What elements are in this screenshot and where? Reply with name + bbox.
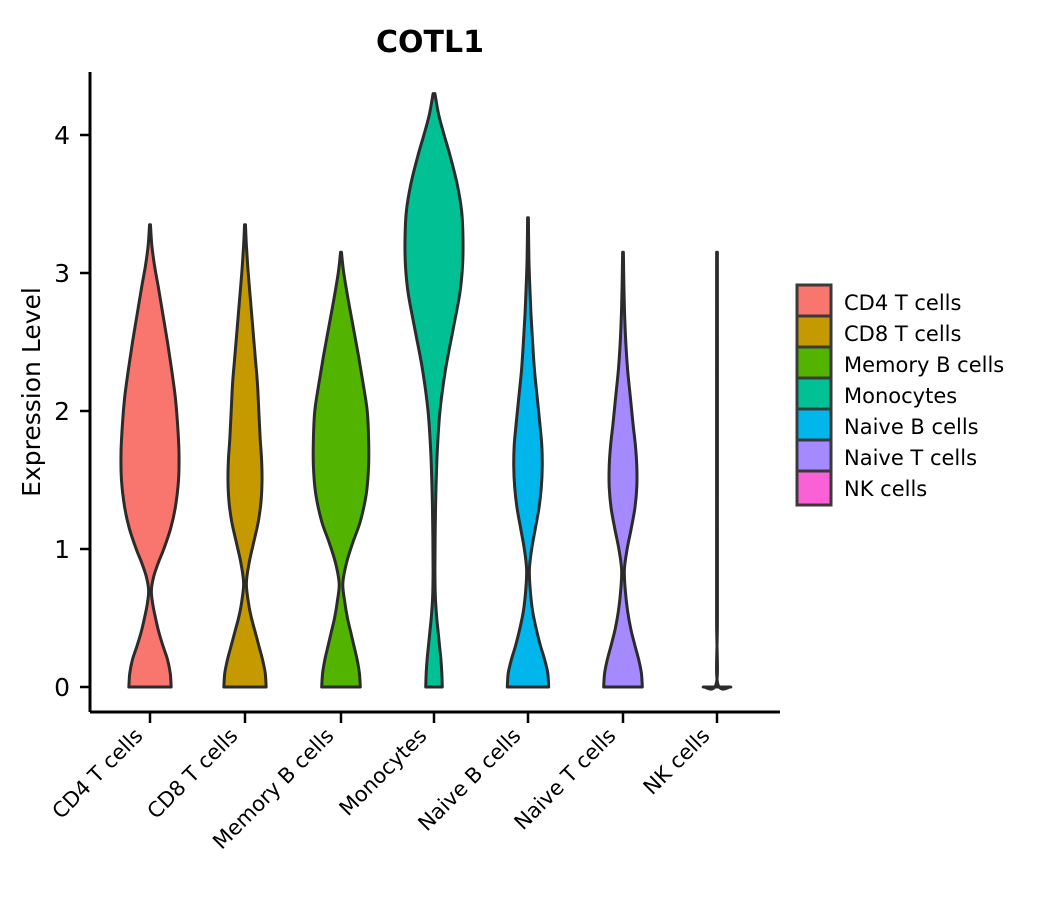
- violins-layer: [119, 92, 733, 691]
- y-tick-label: 1: [54, 535, 70, 564]
- legend-swatch-monocytes[interactable]: [795, 376, 833, 414]
- violin-nk-cells: [701, 250, 733, 691]
- y-tick-label: 3: [54, 259, 70, 288]
- legend: CD4 T cells CD8 T cells Memory B cells Mono…: [795, 283, 1004, 507]
- violin-naive-t-cells: [602, 250, 644, 689]
- violin-cd8-t-cells: [222, 223, 268, 689]
- legend-label-memory-b-cells: Memory B cells: [844, 353, 1004, 377]
- x-tick-label-cd8-t-cells: CD8 T cells: [143, 724, 243, 824]
- legend-swatch-naive-t-cells[interactable]: [795, 438, 833, 476]
- x-tick-label-naive-t-cells: Naive T cells: [510, 724, 621, 835]
- legend-swatch-memory-b-cells[interactable]: [795, 345, 833, 383]
- legend-label-cd4-t-cells: CD4 T cells: [844, 291, 961, 315]
- legend-label-nk-cells: NK cells: [844, 477, 927, 501]
- violin-monocytes: [403, 92, 465, 689]
- violin-memory-b-cells: [311, 250, 371, 689]
- legend-label-naive-b-cells: Naive B cells: [844, 415, 979, 439]
- x-tick-label-cd4-t-cells: CD4 T cells: [48, 724, 148, 824]
- y-axis-title-group: Expression Level: [17, 287, 46, 497]
- legend-label-naive-t-cells: Naive T cells: [844, 446, 977, 470]
- y-axis-title: Expression Level: [17, 287, 46, 497]
- legend-swatch-nk-cells[interactable]: [795, 469, 833, 507]
- violin-naive-b-cells: [505, 216, 551, 689]
- y-tick-label: 2: [54, 397, 70, 426]
- page-title: COTL1: [376, 25, 484, 60]
- y-tick-label: 4: [54, 121, 70, 150]
- plot-title-group: COTL1: [376, 25, 484, 60]
- y-ticks-layer: 0 1 2 3 4: [54, 121, 90, 702]
- legend-label-monocytes: Monocytes: [844, 384, 957, 408]
- legend-swatch-cd8-t-cells[interactable]: [795, 314, 833, 352]
- y-tick-label: 0: [54, 673, 70, 702]
- x-tick-label-nk-cells: NK cells: [639, 724, 715, 800]
- x-tick-label-monocytes: Monocytes: [335, 724, 432, 821]
- legend-swatch-naive-b-cells[interactable]: [795, 407, 833, 445]
- legend-swatch-cd4-t-cells[interactable]: [795, 283, 833, 321]
- legend-label-cd8-t-cells: CD8 T cells: [844, 322, 961, 346]
- violin-cd4-t-cells: [119, 223, 181, 689]
